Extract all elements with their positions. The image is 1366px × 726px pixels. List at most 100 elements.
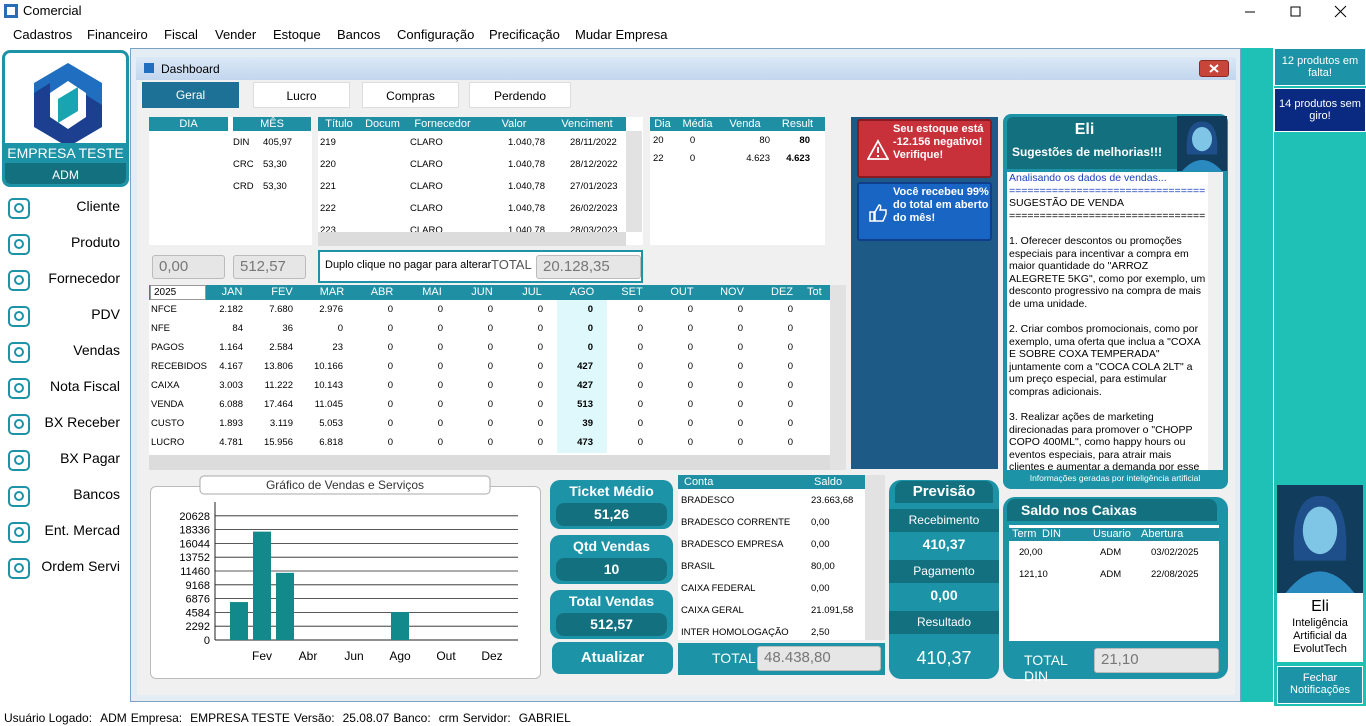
icon-shape [8, 198, 30, 219]
row-label: NFCE [151, 304, 177, 315]
menu-item[interactable]: Estoque [273, 27, 321, 42]
row-label: VENDA [151, 399, 184, 410]
sidebar-item[interactable]: Nota Fiscal [49, 378, 120, 394]
cell: 0 [737, 361, 743, 372]
cell: CAIXA GERAL [681, 605, 744, 616]
cell: 2 [1019, 547, 1025, 558]
cell: 26/02/2023 [570, 203, 618, 214]
cell: 0 [387, 342, 393, 353]
cell: 0 [787, 380, 793, 391]
tab[interactable]: Geral [142, 82, 239, 108]
avatar-face [1302, 506, 1338, 555]
cell: 220 [320, 159, 336, 170]
cell: ADM [1100, 569, 1122, 580]
cell: 36 [282, 323, 293, 334]
month-header: JUL [522, 286, 542, 298]
dashboard-icon [144, 63, 154, 73]
tab[interactable]: Lucro [253, 82, 350, 108]
menu-item[interactable]: Cadastros [13, 27, 73, 42]
cell: CLARO [410, 203, 443, 214]
cell: CRD [233, 181, 254, 192]
column-header: MÊS [233, 117, 311, 131]
menu-item[interactable]: Mudar Empresa [575, 27, 668, 42]
cell: 5.053 [319, 418, 343, 429]
row-label: CUSTO [151, 418, 185, 429]
tab[interactable]: Perdendo Dinheiro [469, 82, 571, 129]
monthly-clip: JAN FEV MAR ABR MAI JUN JUL AGO SET OUT NOV DEZ Tot N… [149, 285, 830, 455]
company-name: EMPRESA TESTE [5, 143, 126, 163]
banks-clip: BRADESCO 23.663,68 BRADESCO CORRENTE 0,00 BR… [678, 489, 865, 638]
close-glyph [1209, 64, 1219, 73]
cell: 22 [653, 153, 664, 164]
menu-item[interactable]: Bancos [337, 27, 381, 42]
sidebar-item[interactable]: Ent. Mercad [44, 522, 120, 538]
cell: 4.167 [219, 361, 243, 372]
banks-header [678, 475, 865, 489]
kpi-value: 512,57 [556, 613, 667, 636]
menu-icon [8, 450, 30, 471]
scrollbar [149, 455, 830, 470]
cell: 0 [537, 361, 543, 372]
icon-shape [14, 419, 24, 429]
year-select[interactable]: 2025 [150, 285, 206, 300]
sidebar-item[interactable]: PDV [91, 306, 120, 322]
menu-item[interactable]: Precificação [489, 27, 560, 42]
x-tick-label: Ago [389, 649, 411, 663]
cell: BRADESCO EMPRESA [681, 539, 784, 550]
sidebar-item[interactable]: Bancos [73, 486, 120, 502]
forecast-label: Recebimento [889, 509, 999, 532]
window-controls[interactable] [1240, 2, 1360, 22]
sidebar-item[interactable]: Cliente [76, 198, 120, 214]
close-button[interactable] [1199, 60, 1229, 77]
refresh-button[interactable]: Atualizar [552, 642, 673, 674]
input-box[interactable]: 0,00 [152, 255, 225, 279]
avatar [1177, 116, 1227, 171]
cell: 13.806 [263, 361, 293, 372]
cell: 0 [637, 418, 643, 429]
cell: 0 [689, 153, 696, 164]
notification[interactable]: 14 produtos sem giro! [1274, 88, 1366, 132]
menu-item[interactable]: Vender [215, 27, 257, 42]
sidebar-item[interactable]: BX Receber [44, 414, 120, 430]
alert: Seu estoque está -12.156 negativo! Verif… [857, 119, 992, 178]
y-tick-label: 9168 [186, 580, 210, 592]
cell: 0 [687, 380, 693, 391]
sidebar-item[interactable]: Vendas [73, 342, 120, 358]
cell: 2.584 [269, 342, 293, 353]
notification[interactable]: 12 produtos em falta! [1274, 48, 1366, 86]
sidebar-item[interactable]: Produto [70, 234, 120, 250]
cell: 1.040,78 [508, 181, 545, 192]
menu-item[interactable]: Fiscal [164, 27, 198, 42]
cell: CAIXA FEDERAL [681, 583, 756, 594]
cell: 0 [687, 399, 693, 410]
bar [230, 602, 248, 640]
cell: 80,00 [811, 561, 835, 572]
menu-item[interactable]: Configuração [397, 27, 475, 42]
assistant-subtitle: Sugestões de melhorias!!! [1011, 145, 1163, 159]
input-box[interactable]: 512,57 [233, 255, 306, 279]
cell: 0 [637, 342, 643, 353]
column-header: Term [1012, 528, 1037, 540]
sidebar-item[interactable]: BX Pagar [60, 450, 120, 466]
month-header: JUN [471, 286, 493, 298]
menu-icon [8, 198, 30, 219]
column-header: DIN [1042, 528, 1061, 540]
cell: 0 [437, 418, 443, 429]
sidebar-item[interactable]: Ordem Servi [41, 558, 120, 574]
column-header: Saldo [814, 476, 843, 488]
month-header: MAI [422, 286, 442, 298]
sidebar-item[interactable]: Fornecedor [48, 270, 120, 286]
cell: 17.464 [263, 399, 293, 410]
cell: CLARO [410, 159, 443, 170]
cell: 0 [737, 304, 743, 315]
tab[interactable]: Compras [362, 82, 459, 108]
cell: 473 [577, 437, 593, 448]
cell: 22/08/2025 [1151, 569, 1199, 580]
cell: 0 [637, 380, 643, 391]
cell: 10.166 [313, 361, 343, 372]
cell: 0 [787, 437, 793, 448]
menu-item[interactable]: Financeiro [87, 27, 148, 42]
close-notifications[interactable]: Fechar Notificações [1277, 666, 1363, 704]
cell: 0 [737, 323, 743, 334]
